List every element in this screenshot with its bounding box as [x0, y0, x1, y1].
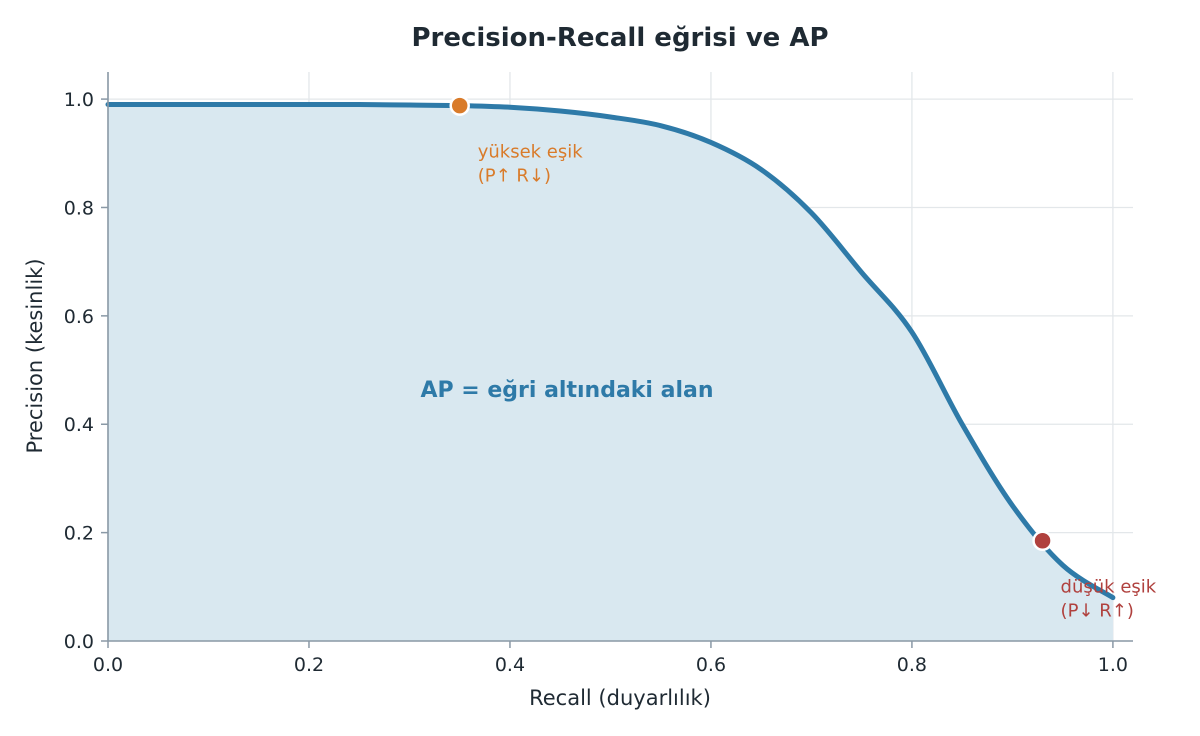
chart-title: Precision-Recall eğrisi ve AP: [411, 23, 828, 53]
y-ticks: 0.0 0.2 0.4 0.6 0.8 1.0: [64, 89, 108, 653]
x-axis-label: Recall (duyarlılık): [529, 686, 711, 710]
x-ticks: 0.0 0.2 0.4 0.6 0.8 1.0: [93, 641, 1128, 676]
pr-curve-line: [105, 101, 1116, 601]
y-tick-label: 0.8: [64, 197, 94, 219]
y-axis-label: Precision (kesinlik): [23, 258, 47, 453]
area-under-curve: [108, 104, 1113, 642]
threshold-points: yüksek eşik (P↑ R↓) düşük eşik (P↓ R↑): [449, 95, 1157, 622]
x-tick-label: 0.8: [897, 654, 927, 676]
threshold-label: yüksek eşik: [478, 142, 584, 163]
y-tick-label: 0.4: [64, 414, 94, 436]
threshold-label-detail: (P↑ R↓): [478, 166, 551, 187]
x-tick-label: 1.0: [1098, 654, 1128, 676]
threshold-point: [449, 95, 470, 116]
x-tick-label: 0.6: [696, 654, 726, 676]
area-annotation: AP = eğri altındaki alan: [420, 378, 713, 403]
y-tick-label: 1.0: [64, 89, 94, 111]
axes: [107, 72, 1133, 642]
x-tick-label: 0.2: [294, 654, 324, 676]
x-tick-label: 0.0: [93, 654, 123, 676]
threshold-point: [1032, 530, 1053, 551]
x-tick-label: 0.4: [495, 654, 525, 676]
threshold-label-detail: (P↓ R↑): [1061, 601, 1134, 622]
y-tick-label: 0.6: [64, 306, 94, 328]
y-tick-label: 0.0: [64, 631, 94, 653]
threshold-label: düşük eşik: [1061, 577, 1157, 598]
y-tick-label: 0.2: [64, 523, 94, 545]
